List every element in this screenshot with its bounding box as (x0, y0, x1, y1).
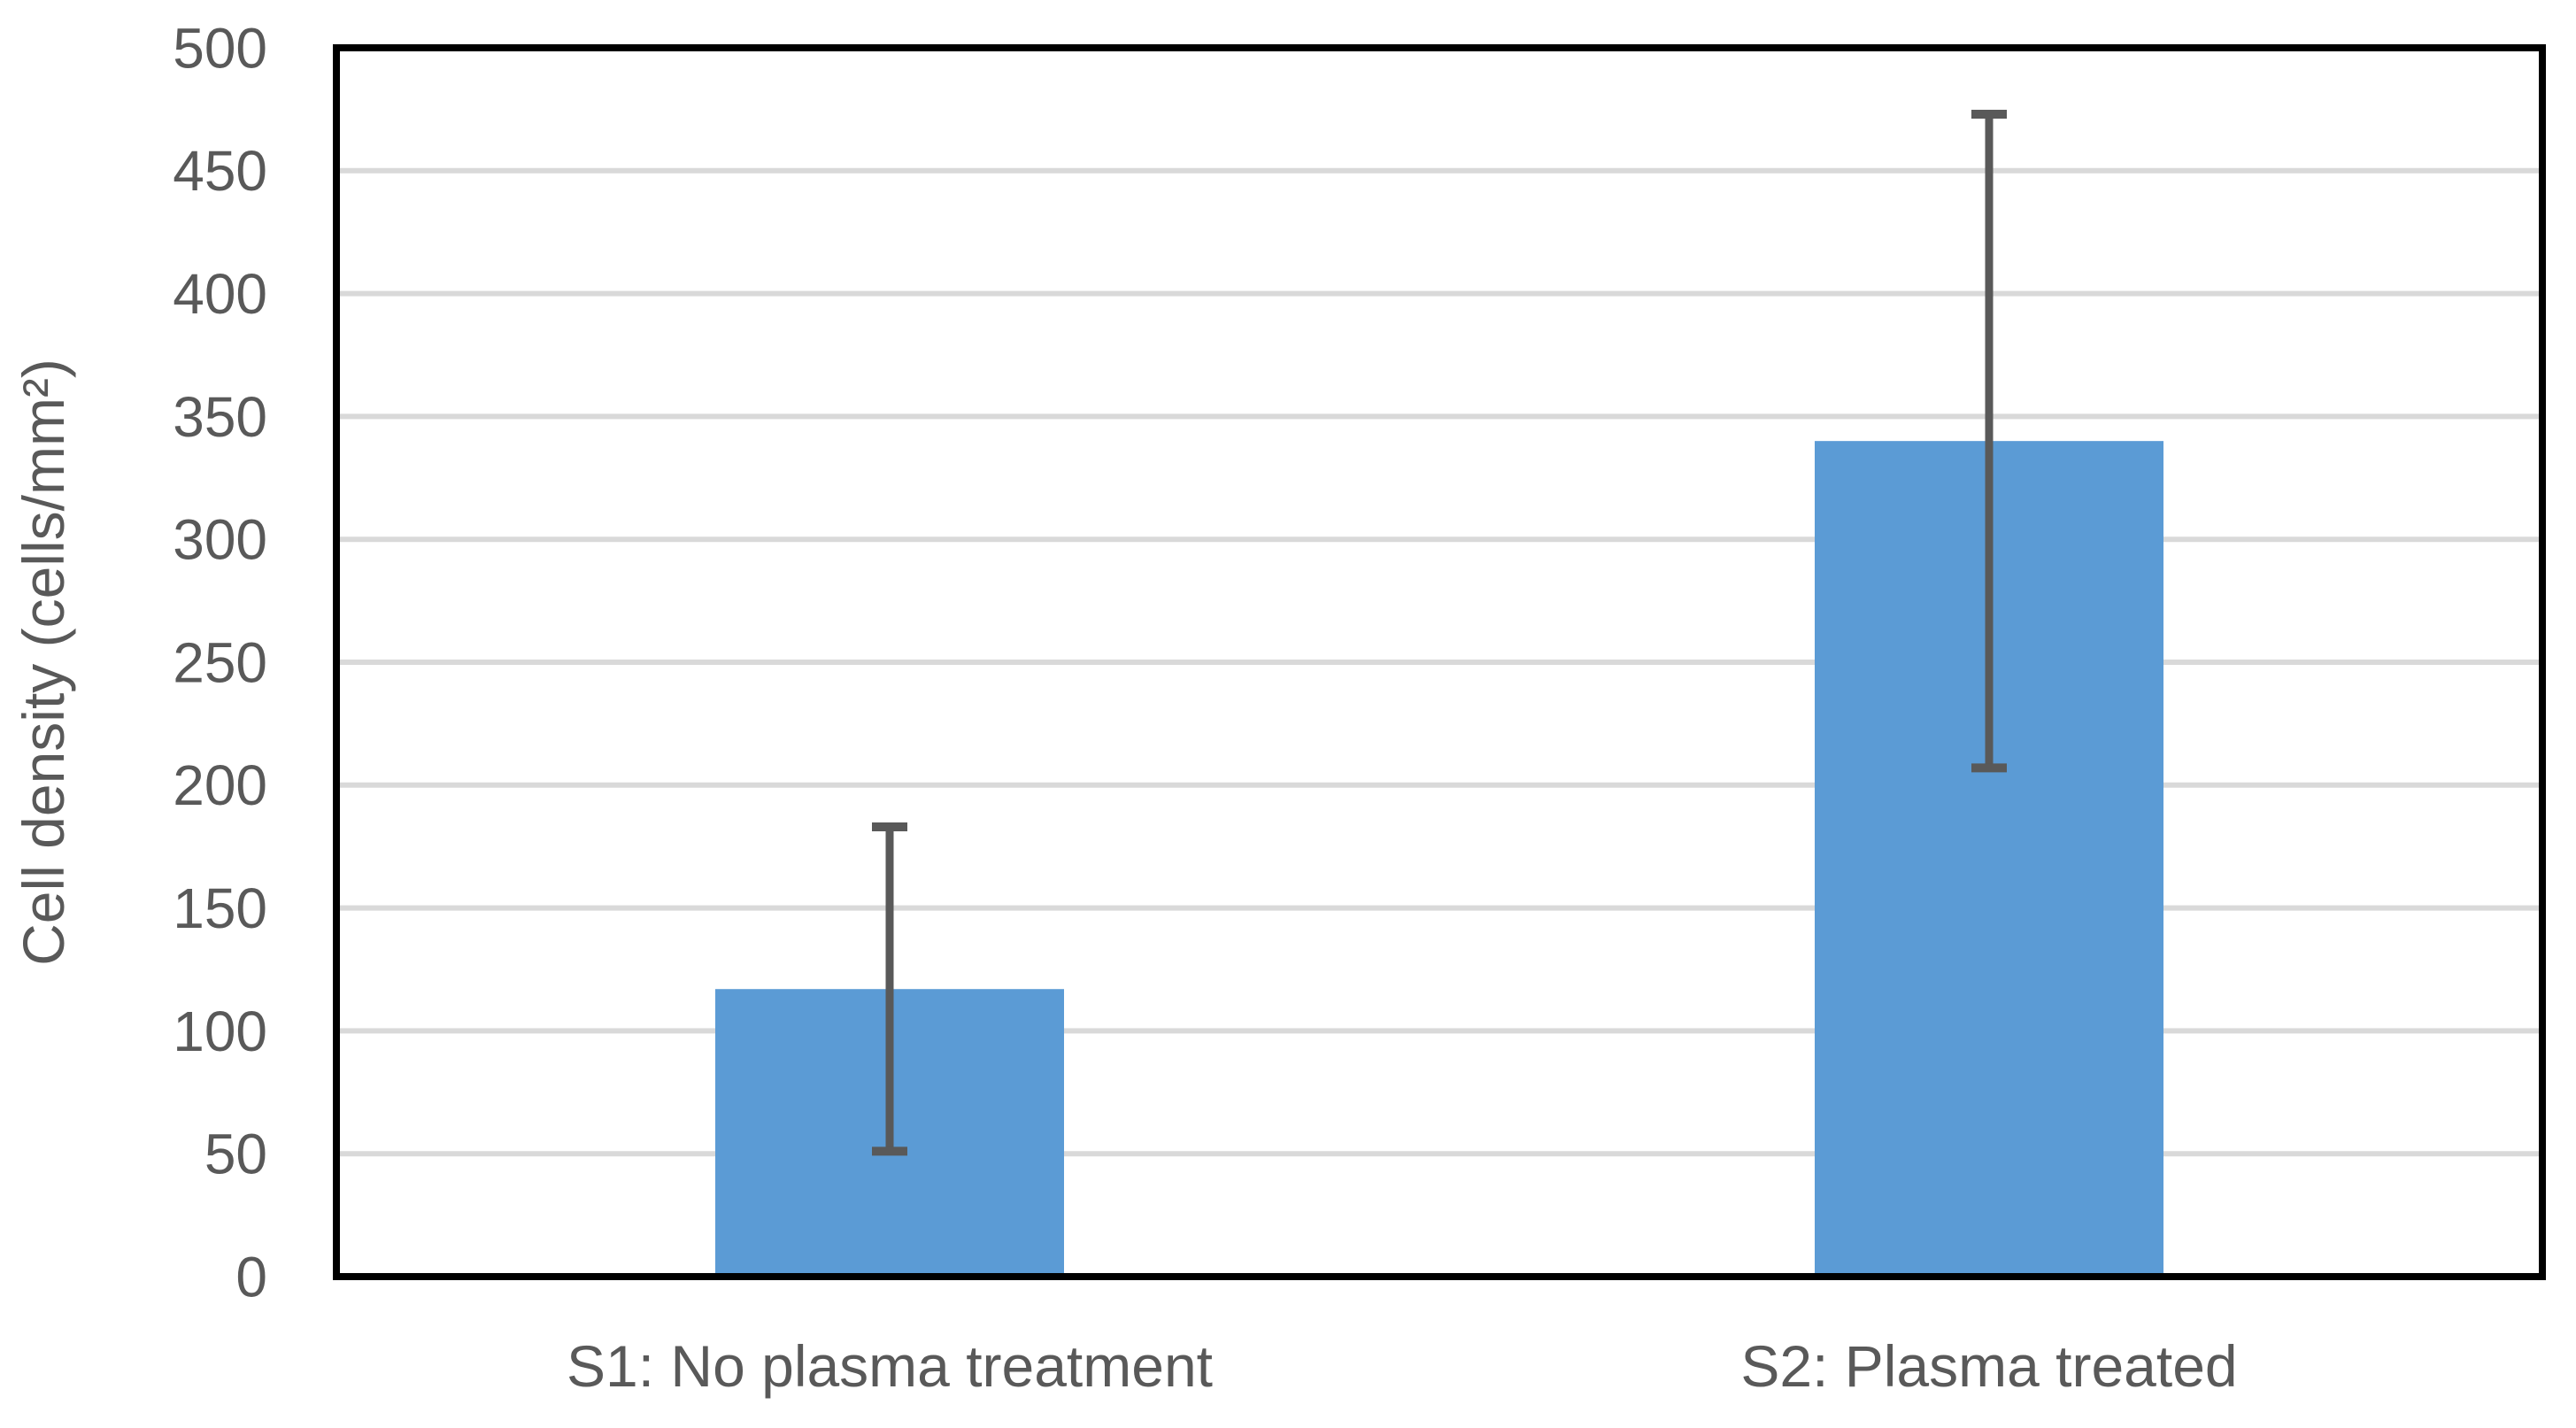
x-category-label: S2: Plasma treated (1740, 1333, 2237, 1399)
y-tick-label: 500 (173, 16, 267, 80)
y-axis-tick-labels: 0 50 100 150 200 250 300 350 400 450 500 (173, 16, 267, 1308)
y-tick-label: 450 (173, 139, 267, 203)
gridlines-group (340, 167, 2539, 1157)
y-tick-label: 250 (173, 630, 267, 694)
y-tick-label: 0 (235, 1245, 267, 1308)
y-tick-label: 100 (173, 1000, 267, 1063)
error-bars-group (872, 109, 2007, 1156)
y-tick-label: 300 (173, 508, 267, 572)
plot-border (333, 44, 2546, 1280)
y-tick-label: 50 (204, 1123, 267, 1186)
y-tick-label: 350 (173, 385, 267, 449)
y-tick-label: 150 (173, 876, 267, 940)
x-category-label: S1: No plasma treatment (567, 1333, 1213, 1399)
y-axis-title: Cell density (cells/mm²) (11, 359, 76, 966)
y-tick-label: 400 (173, 262, 267, 326)
x-axis-category-labels: S1: No plasma treatment S2: Plasma treate… (567, 1333, 2238, 1399)
y-tick-label: 200 (173, 753, 267, 817)
